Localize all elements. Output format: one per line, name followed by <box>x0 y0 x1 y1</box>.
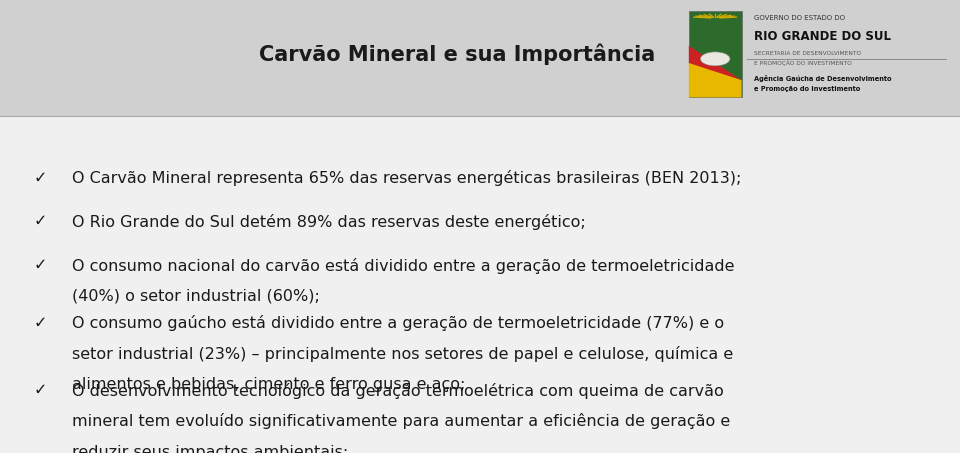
Polygon shape <box>689 46 741 97</box>
Text: O Carvão Mineral representa 65% das reservas energéticas brasileiras (BEN 2013);: O Carvão Mineral representa 65% das rese… <box>72 170 741 186</box>
Text: RIO GRANDE DO SUL: RIO GRANDE DO SUL <box>754 30 891 43</box>
Text: setor industrial (23%) – principalmente nos setores de papel e celulose, química: setor industrial (23%) – principalmente … <box>72 346 733 362</box>
Text: reduzir seus impactos ambientais;: reduzir seus impactos ambientais; <box>72 445 348 453</box>
Text: SECRETARIA DE DESENVOLVIMENTO: SECRETARIA DE DESENVOLVIMENTO <box>754 50 860 56</box>
Text: O Rio Grande do Sul detém 89% das reservas deste energético;: O Rio Grande do Sul detém 89% das reserv… <box>72 214 586 230</box>
Text: e Promoção do Investimento: e Promoção do Investimento <box>754 86 860 92</box>
Text: O consumo gaúcho está dividido entre a geração de termoeletricidade (77%) e o: O consumo gaúcho está dividido entre a g… <box>72 315 724 331</box>
Text: mineral tem evoluído significativamente para aumentar a eficiência de geração e: mineral tem evoluído significativamente … <box>72 414 731 429</box>
Text: ✓: ✓ <box>34 258 47 273</box>
Text: ✓: ✓ <box>34 214 47 229</box>
Bar <box>0 0 960 116</box>
Text: Carvão Mineral e sua Importância: Carvão Mineral e sua Importância <box>259 43 656 65</box>
Text: O consumo nacional do carvão está dividido entre a geração de termoeletricidade: O consumo nacional do carvão está dividi… <box>72 258 734 274</box>
Text: O desenvolvimento tecnológico da geração termoelétrica com queima de carvão: O desenvolvimento tecnológico da geração… <box>72 383 724 399</box>
Text: ✓: ✓ <box>34 170 47 185</box>
Circle shape <box>701 52 730 66</box>
Text: alimentos e bebidas, cimento e ferro gusa e aço;: alimentos e bebidas, cimento e ferro gus… <box>72 377 466 392</box>
Text: E PROMOÇÃO DO INVESTIMENTO: E PROMOÇÃO DO INVESTIMENTO <box>754 61 852 66</box>
Bar <box>689 11 742 97</box>
Text: (40%) o setor industrial (60%);: (40%) o setor industrial (60%); <box>72 289 320 304</box>
Polygon shape <box>689 63 741 97</box>
Text: GOVERNO DO ESTADO DO: GOVERNO DO ESTADO DO <box>754 15 845 21</box>
Text: Agência Gaúcha de Desenvolvimento: Agência Gaúcha de Desenvolvimento <box>754 75 891 82</box>
Text: ✓: ✓ <box>34 383 47 398</box>
Text: ✓: ✓ <box>34 316 47 331</box>
